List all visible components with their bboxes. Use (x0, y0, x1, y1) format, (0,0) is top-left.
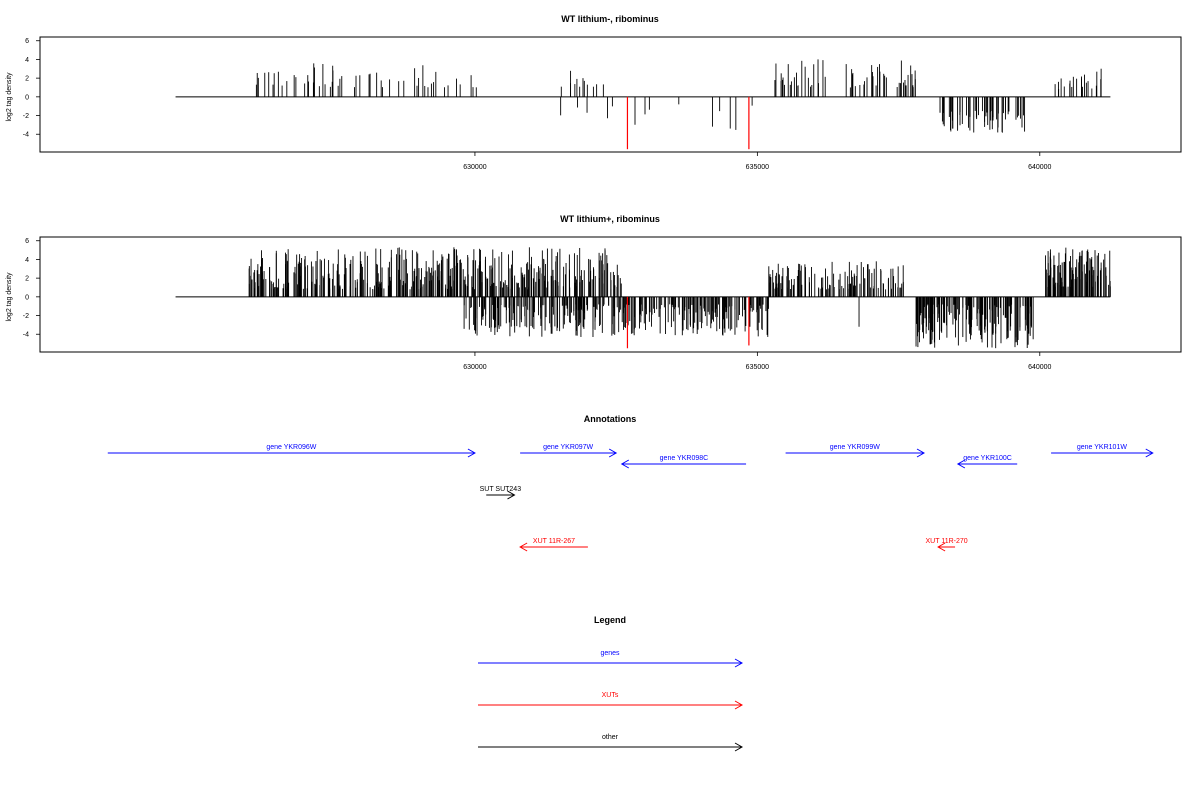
feature-arrow (937, 542, 956, 552)
panel-lithium-plus: WT lithium+, ribominus log2 tag density … (6, 214, 1182, 371)
arrow-head (467, 448, 476, 458)
legend-item-other: other (478, 734, 744, 752)
arrow-head (734, 658, 744, 668)
y-tick-label: 2 (25, 76, 29, 83)
y-tick-label: 0 (25, 294, 29, 301)
feature-label: XUT 11R-270 (926, 538, 968, 545)
plot-frame (39, 36, 1182, 153)
x-axis: 630000 635000 640000 (463, 152, 1052, 171)
feature-gene: gene YKR096W (107, 444, 476, 458)
bars-layer (175, 59, 1111, 150)
x-tick-label: 630000 (463, 164, 486, 171)
y-tick-label: -2 (23, 313, 29, 320)
y-tick-label: 0 (25, 94, 29, 101)
panel-lithium-minus: WT lithium-, ribominus log2 tag density … (6, 14, 1182, 171)
legend-title: Legend (594, 615, 626, 625)
annotations-title: Annotations (584, 414, 637, 424)
feature-arrow (1051, 448, 1154, 458)
arrow-head (507, 490, 516, 500)
arrow-head (620, 459, 630, 469)
legend-label: genes (600, 650, 620, 657)
legend-arrow (478, 742, 744, 752)
feature-label: gene YKR098C (660, 455, 709, 462)
x-tick-label: 635000 (746, 164, 769, 171)
feature-arrow (519, 542, 588, 552)
feature-gene: gene YKR100C (956, 455, 1018, 469)
panel-title: WT lithium-, ribominus (561, 14, 659, 24)
feature-label: gene YKR099W (830, 444, 880, 451)
y-axis-label: log2 tag density (6, 72, 13, 122)
y-tick-label: -2 (23, 113, 29, 120)
feature-arrow (486, 490, 516, 500)
legend-arrow (478, 658, 744, 668)
feature-arrow (785, 448, 926, 458)
feature-gene: gene YKR097W (520, 444, 618, 458)
annotations-track: Annotations gene YKR096W gene YKR097Wgene… (107, 414, 1154, 552)
feature-label: XUT 11R-267 (533, 538, 575, 545)
x-axis: 630000 635000 640000 (463, 352, 1052, 371)
arrow-head (916, 448, 926, 458)
x-tick-label: 640000 (1028, 364, 1051, 371)
panel-title: WT lithium+, ribominus (560, 214, 660, 224)
feature-arrow (107, 448, 476, 458)
feature-arrow (620, 459, 747, 469)
feature-other: SUT SUT243 (480, 486, 522, 500)
x-tick-label: 635000 (746, 364, 769, 371)
y-tick-label: 2 (25, 276, 29, 283)
feature-xut: XUT 11R-270 (926, 538, 968, 552)
legend-label: other (602, 734, 619, 741)
arrow-head (956, 459, 966, 469)
feature-gene: gene YKR099W (785, 444, 926, 458)
y-axis-label: log2 tag density (6, 272, 13, 322)
feature-label: gene YKR100C (963, 455, 1012, 462)
arrow-head (1145, 448, 1154, 458)
feature-gene: gene YKR098C (620, 455, 747, 469)
feature-label: gene YKR101W (1077, 444, 1127, 451)
x-tick-label: 630000 (463, 364, 486, 371)
feature-label: gene YKR096W (266, 444, 316, 451)
y-tick-label: 4 (25, 57, 29, 64)
legend: Legend genes XUTs other (478, 615, 744, 752)
x-tick-label: 640000 (1028, 164, 1051, 171)
arrow-head (734, 700, 744, 710)
y-tick-label: 6 (25, 38, 29, 45)
arrow-head (734, 742, 744, 752)
bars-layer (175, 247, 1111, 349)
y-tick-label: -4 (23, 132, 29, 139)
arrow-head (519, 542, 528, 552)
feature-arrow (520, 448, 618, 458)
feature-gene: gene YKR101W (1051, 444, 1154, 458)
feature-label: SUT SUT243 (480, 486, 522, 493)
plot-frame (39, 236, 1182, 353)
legend-label: XUTs (602, 692, 619, 699)
legend-arrow (478, 700, 744, 710)
legend-items: genes XUTs other (478, 650, 744, 752)
y-tick-label: 6 (25, 238, 29, 245)
legend-item-gene: genes (478, 650, 744, 668)
feature-list: gene YKR096W gene YKR097W gene YKR098C gene… (107, 444, 1154, 552)
y-tick-label: 4 (25, 257, 29, 264)
arrow-head (608, 448, 618, 458)
y-axis: 6 4 2 0 -2 -4 (23, 238, 40, 339)
arrow-head (937, 542, 946, 552)
legend-item-xut: XUTs (478, 692, 744, 710)
y-tick-label: -4 (23, 332, 29, 339)
feature-xut: XUT 11R-267 (519, 538, 588, 552)
feature-label: gene YKR097W (543, 444, 593, 451)
feature-arrow (956, 459, 1018, 469)
y-axis: 6 4 2 0 -2 -4 (23, 38, 40, 139)
